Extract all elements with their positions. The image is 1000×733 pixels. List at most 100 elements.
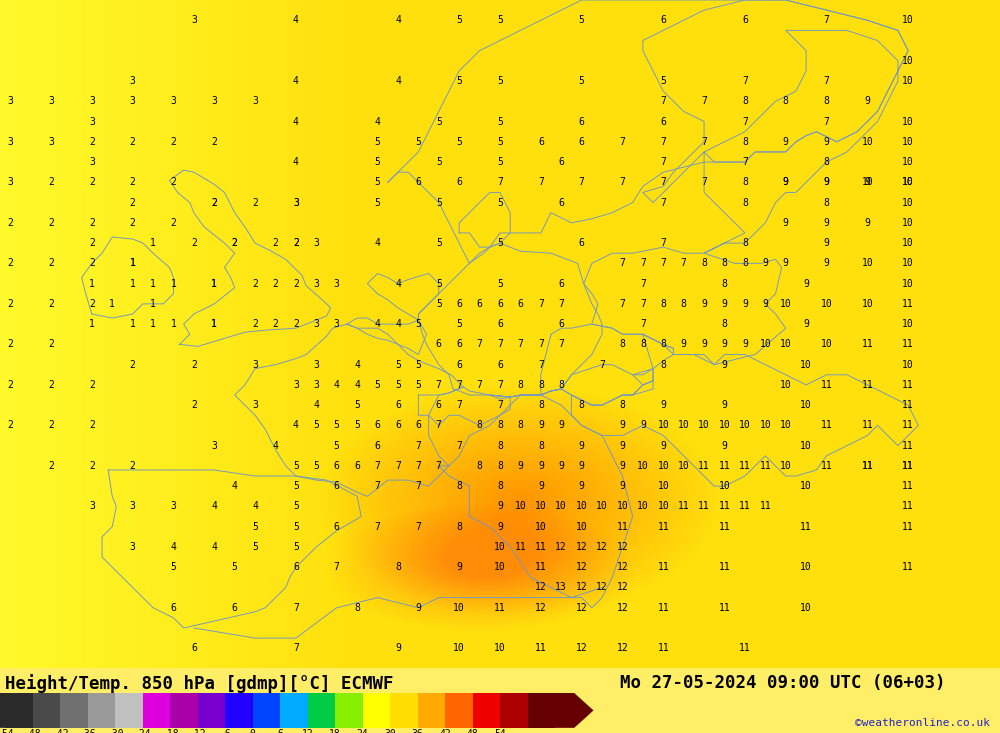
Text: 5: 5	[456, 15, 462, 25]
Text: 8: 8	[742, 238, 748, 248]
Text: 10: 10	[719, 421, 730, 430]
Text: 9: 9	[864, 177, 870, 188]
Text: 6: 6	[415, 421, 421, 430]
Text: 5: 5	[415, 137, 421, 147]
Text: 8: 8	[620, 339, 625, 350]
Text: 12: 12	[617, 644, 628, 653]
Text: 9: 9	[701, 339, 707, 350]
Text: 5: 5	[456, 137, 462, 147]
Text: 9: 9	[497, 501, 503, 512]
Text: 5: 5	[436, 117, 442, 127]
Text: 2: 2	[7, 218, 13, 228]
Text: 10: 10	[453, 603, 465, 613]
Text: 11: 11	[739, 461, 751, 471]
Text: 8: 8	[497, 421, 503, 430]
Text: 10: 10	[494, 542, 506, 552]
Text: 9: 9	[864, 218, 870, 228]
Text: 10: 10	[821, 299, 832, 309]
Text: 4: 4	[211, 501, 217, 512]
Text: 5: 5	[579, 15, 585, 25]
Text: 7: 7	[701, 137, 707, 147]
Text: 10: 10	[453, 644, 465, 653]
Text: 10: 10	[494, 562, 506, 572]
Text: 3: 3	[334, 279, 340, 289]
Text: 2: 2	[130, 177, 136, 188]
Text: 42: 42	[439, 729, 451, 733]
Text: 5: 5	[334, 441, 340, 451]
Text: 9: 9	[538, 481, 544, 491]
Bar	[170, 693, 198, 728]
Text: 2: 2	[7, 258, 13, 268]
Text: 6: 6	[579, 238, 585, 248]
Bar	[308, 693, 335, 728]
Text: 10: 10	[902, 198, 914, 207]
Text: 5: 5	[395, 380, 401, 390]
Text: 9: 9	[558, 461, 564, 471]
Text: 7: 7	[538, 339, 544, 350]
Text: 2: 2	[130, 137, 136, 147]
Text: 5: 5	[313, 421, 319, 430]
Text: 7: 7	[742, 117, 748, 127]
Text: 5: 5	[395, 360, 401, 369]
Text: 10: 10	[800, 441, 812, 451]
Text: 4: 4	[211, 542, 217, 552]
Text: 6: 6	[517, 299, 523, 309]
Text: 8: 8	[824, 157, 829, 167]
Text: 7: 7	[579, 177, 585, 188]
Text: 1: 1	[150, 299, 156, 309]
Text: 10: 10	[759, 339, 771, 350]
Text: 2: 2	[130, 198, 136, 207]
Text: 4: 4	[354, 360, 360, 369]
Text: 4: 4	[273, 441, 278, 451]
Text: 10: 10	[902, 279, 914, 289]
Text: 1: 1	[130, 319, 136, 329]
Text: 10: 10	[657, 501, 669, 512]
Text: 12: 12	[576, 644, 588, 653]
Text: 5: 5	[497, 15, 503, 25]
Text: 12: 12	[576, 542, 588, 552]
Text: 1: 1	[150, 279, 156, 289]
Text: 9: 9	[538, 461, 544, 471]
Text: 6: 6	[558, 157, 564, 167]
Text: 4: 4	[232, 481, 238, 491]
Text: 5: 5	[354, 400, 360, 410]
Text: 2: 2	[89, 299, 95, 309]
Text: 2: 2	[89, 137, 95, 147]
Text: 1: 1	[89, 319, 95, 329]
Text: 10: 10	[576, 522, 588, 531]
Text: 5: 5	[436, 299, 442, 309]
Text: 8: 8	[517, 421, 523, 430]
Text: 2: 2	[211, 137, 217, 147]
Text: -54: -54	[0, 729, 14, 733]
Text: 7: 7	[742, 157, 748, 167]
Text: 10: 10	[780, 299, 792, 309]
Text: 10: 10	[902, 258, 914, 268]
Text: 5: 5	[497, 198, 503, 207]
Text: 7: 7	[436, 421, 442, 430]
Text: 2: 2	[273, 319, 278, 329]
Bar	[280, 693, 308, 728]
Text: 54: 54	[494, 729, 506, 733]
Bar	[32, 693, 60, 728]
Text: 8: 8	[783, 96, 789, 106]
Text: 2: 2	[171, 177, 176, 188]
Text: 7: 7	[293, 603, 299, 613]
Text: 10: 10	[800, 603, 812, 613]
Text: 11: 11	[617, 522, 628, 531]
Text: 2: 2	[48, 380, 54, 390]
Text: 5: 5	[171, 562, 176, 572]
Text: 6: 6	[375, 441, 380, 451]
Text: 9: 9	[762, 258, 768, 268]
Bar	[252, 693, 280, 728]
Text: -18: -18	[161, 729, 179, 733]
Text: 12: 12	[596, 542, 608, 552]
Text: 7: 7	[620, 177, 625, 188]
Text: 11: 11	[902, 380, 914, 390]
Text: 5: 5	[334, 421, 340, 430]
Text: 4: 4	[395, 76, 401, 86]
Text: 6: 6	[558, 319, 564, 329]
Text: 3: 3	[130, 542, 136, 552]
Bar	[445, 693, 473, 728]
Text: 5: 5	[497, 157, 503, 167]
Text: 8: 8	[742, 258, 748, 268]
